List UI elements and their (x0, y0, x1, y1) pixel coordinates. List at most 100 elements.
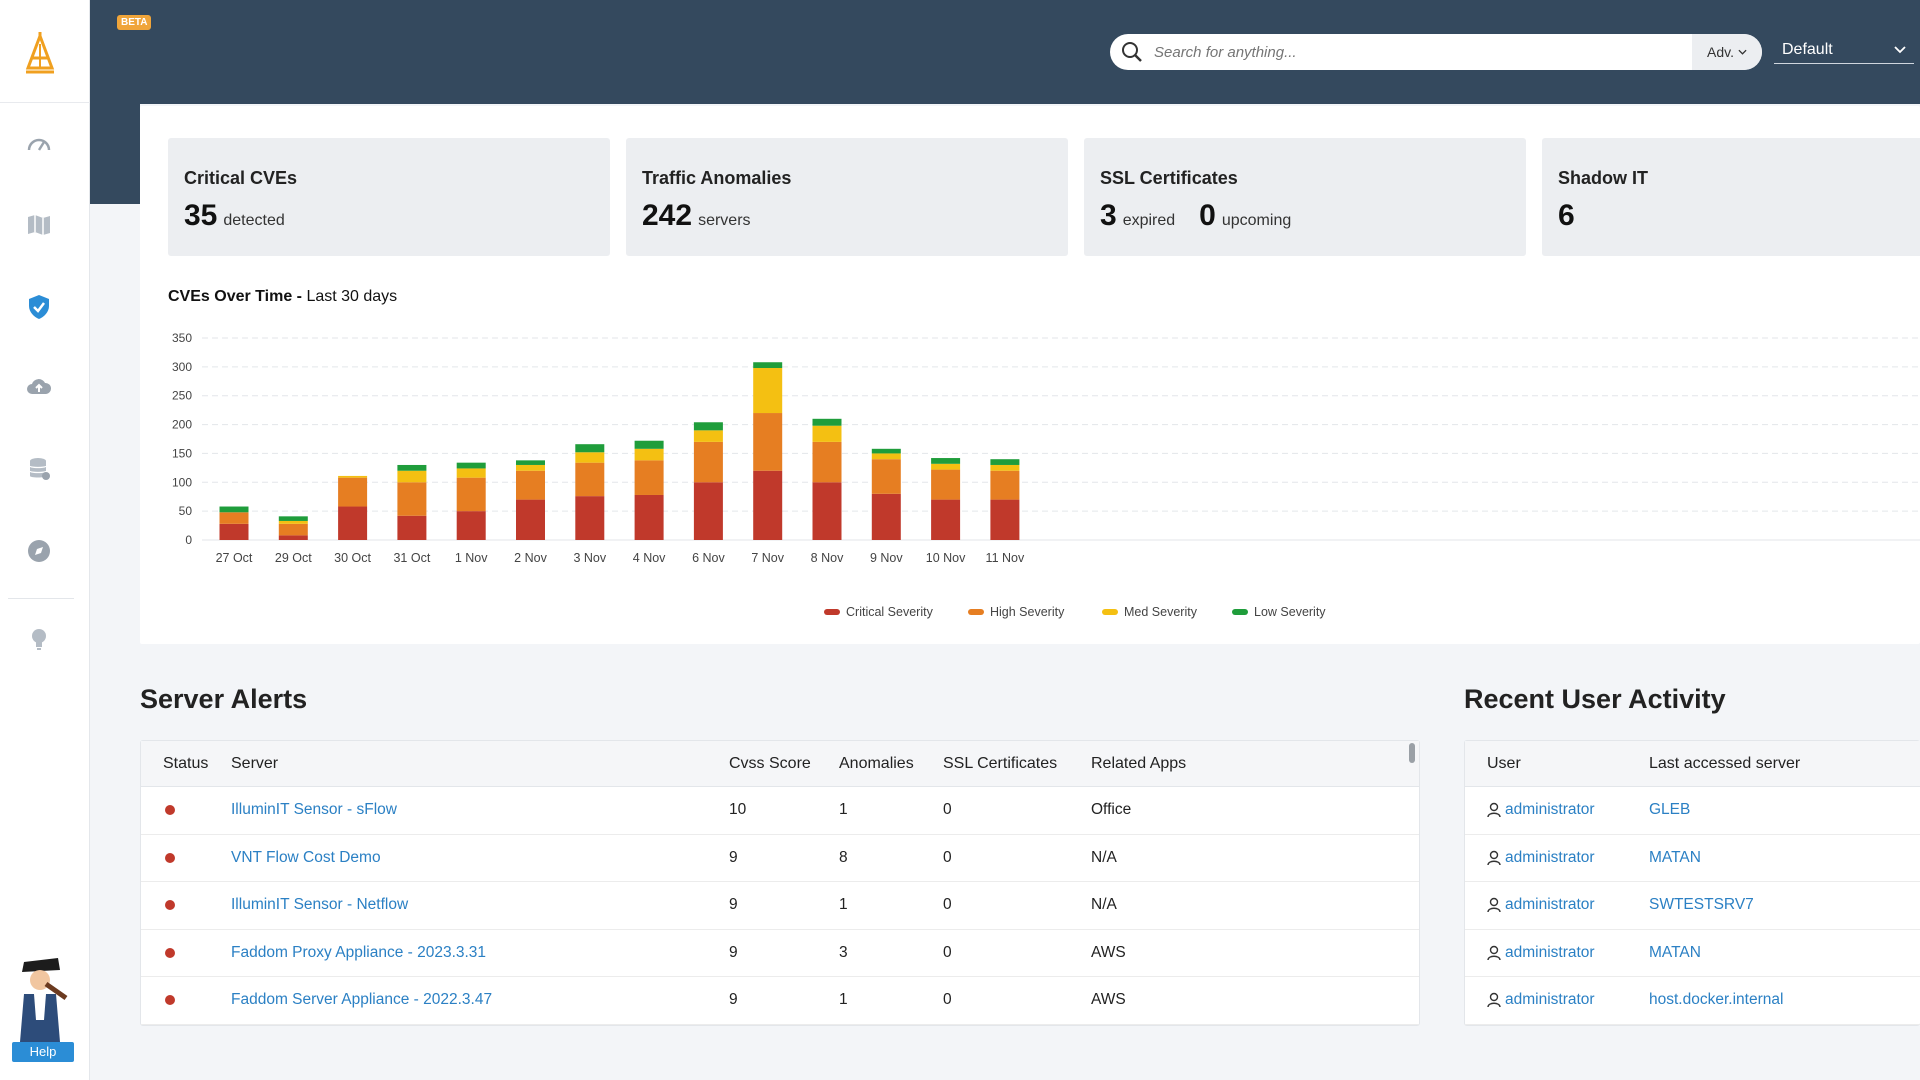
global-search[interactable]: Adv. (1110, 34, 1762, 70)
bar-segment[interactable] (753, 368, 783, 414)
bar-segment[interactable] (634, 440, 664, 449)
legend-label[interactable]: Med Severity (1124, 605, 1198, 619)
table-row[interactable]: IlluminIT Sensor - sFlow 10 1 0 Office (141, 787, 1419, 835)
bar-segment[interactable] (812, 441, 842, 483)
bar-segment[interactable] (575, 496, 605, 540)
compass-icon[interactable] (24, 536, 54, 566)
bar-segment[interactable] (812, 425, 842, 442)
help-label[interactable]: Help (12, 1042, 74, 1062)
bar-segment[interactable] (990, 499, 1020, 540)
legend-swatch[interactable] (824, 609, 840, 615)
bar-segment[interactable] (278, 520, 308, 524)
bar-segment[interactable] (456, 511, 486, 540)
bar-segment[interactable] (219, 506, 249, 513)
bar-segment[interactable] (693, 430, 723, 442)
server-link[interactable]: VNT Flow Cost Demo (231, 848, 381, 866)
traffic-anomalies-card[interactable]: Traffic Anomalies 242 servers (626, 138, 1068, 256)
security-shield-icon[interactable] (24, 292, 54, 322)
bar-segment[interactable] (931, 469, 961, 500)
user-link[interactable]: administrator (1505, 801, 1595, 819)
bar-segment[interactable] (990, 464, 1020, 471)
advanced-search-button[interactable]: Adv. (1692, 34, 1762, 70)
server-link[interactable]: Faddom Server Appliance - 2022.3.47 (231, 991, 493, 1009)
table-row[interactable]: administrator MATAN (1465, 835, 1920, 882)
bar-segment[interactable] (397, 515, 427, 540)
bar-segment[interactable] (219, 512, 249, 524)
column-last-accessed-server[interactable]: Last accessed server (1649, 754, 1801, 772)
bar-segment[interactable] (812, 482, 842, 540)
bar-segment[interactable] (397, 482, 427, 516)
bar-segment[interactable] (456, 477, 486, 512)
column-status[interactable]: Status (163, 754, 209, 772)
column-related-apps[interactable]: Related Apps (1091, 754, 1187, 772)
legend-swatch[interactable] (968, 609, 984, 615)
profile-select[interactable]: Default (1774, 36, 1914, 64)
bar-segment[interactable] (753, 470, 783, 540)
dashboard-gauge-icon[interactable] (24, 130, 54, 160)
bar-segment[interactable] (397, 470, 427, 483)
table-row[interactable]: administrator SWTESTSRV7 (1465, 882, 1920, 930)
bar-segment[interactable] (693, 482, 723, 540)
bar-segment[interactable] (693, 422, 723, 431)
bar-segment[interactable] (516, 460, 545, 465)
last-accessed-server-link[interactable]: GLEB (1649, 801, 1691, 819)
search-input[interactable] (1154, 34, 1692, 70)
bar-segment[interactable] (278, 535, 308, 540)
server-link[interactable]: IlluminIT Sensor - Netflow (231, 896, 409, 914)
legend-swatch[interactable] (1102, 609, 1118, 615)
bar-segment[interactable] (338, 475, 368, 478)
map-icon[interactable] (24, 210, 54, 240)
shadow-it-card[interactable]: Shadow IT 6 (1542, 138, 1920, 256)
bar-segment[interactable] (338, 477, 368, 507)
bar-segment[interactable] (278, 516, 308, 521)
ssl-certificates-card[interactable]: SSL Certificates 3 expired 0 upcoming (1084, 138, 1526, 256)
server-link[interactable]: Faddom Proxy Appliance - 2023.3.31 (231, 943, 487, 961)
bar-segment[interactable] (871, 493, 901, 540)
bar-segment[interactable] (456, 468, 486, 478)
user-link[interactable]: administrator (1505, 848, 1595, 866)
table-row[interactable]: IlluminIT Sensor - Netflow 9 1 0 N/A (141, 882, 1419, 930)
bar-segment[interactable] (219, 523, 249, 540)
table-row[interactable]: administrator host.docker.internal (1465, 977, 1920, 1025)
bar-segment[interactable] (575, 444, 605, 453)
critical-cves-card[interactable]: Critical CVEs 35 detected (168, 138, 610, 256)
bar-segment[interactable] (812, 418, 842, 426)
table-row[interactable]: Faddom Proxy Appliance - 2023.3.31 9 3 0 AWS (141, 930, 1419, 977)
search-icon[interactable] (1110, 34, 1154, 70)
legend-label[interactable]: Critical Severity (846, 605, 934, 619)
help-assistant[interactable]: Help (10, 950, 74, 1062)
column-anomalies[interactable]: Anomalies (839, 754, 914, 772)
bar-segment[interactable] (931, 499, 961, 540)
bar-segment[interactable] (931, 463, 961, 470)
bar-segment[interactable] (871, 453, 901, 460)
cloud-upload-icon[interactable] (24, 372, 54, 402)
bar-segment[interactable] (990, 459, 1020, 465)
bar-segment[interactable] (575, 462, 605, 497)
server-link[interactable]: IlluminIT Sensor - sFlow (231, 801, 397, 819)
bar-segment[interactable] (634, 448, 664, 461)
bar-segment[interactable] (931, 458, 961, 464)
legend-label[interactable]: Low Severity (1254, 605, 1326, 619)
database-icon[interactable] (24, 454, 54, 484)
bar-segment[interactable] (456, 462, 486, 469)
bar-segment[interactable] (278, 523, 308, 536)
lightbulb-icon[interactable] (24, 624, 54, 654)
bar-segment[interactable] (516, 499, 545, 540)
table-row[interactable]: administrator GLEB (1465, 787, 1920, 835)
column-ssl-certificates[interactable]: SSL Certificates (943, 754, 1058, 772)
user-link[interactable]: administrator (1505, 896, 1595, 914)
table-row[interactable]: VNT Flow Cost Demo 9 8 0 N/A (141, 835, 1419, 882)
table-scrollbar[interactable] (1409, 743, 1415, 763)
bar-segment[interactable] (753, 413, 783, 471)
table-row[interactable]: Faddom Server Appliance - 2022.3.47 9 1 0 AW… (141, 977, 1419, 1025)
last-accessed-server-link[interactable]: host.docker.internal (1649, 991, 1784, 1009)
bar-segment[interactable] (871, 459, 901, 494)
app-logo[interactable] (22, 30, 58, 74)
bar-segment[interactable] (516, 464, 545, 471)
user-link[interactable]: administrator (1505, 991, 1595, 1009)
column-user[interactable]: User (1487, 754, 1521, 772)
bar-segment[interactable] (634, 494, 664, 540)
bar-segment[interactable] (753, 362, 783, 369)
bar-segment[interactable] (516, 470, 545, 500)
last-accessed-server-link[interactable]: SWTESTSRV7 (1649, 896, 1754, 914)
